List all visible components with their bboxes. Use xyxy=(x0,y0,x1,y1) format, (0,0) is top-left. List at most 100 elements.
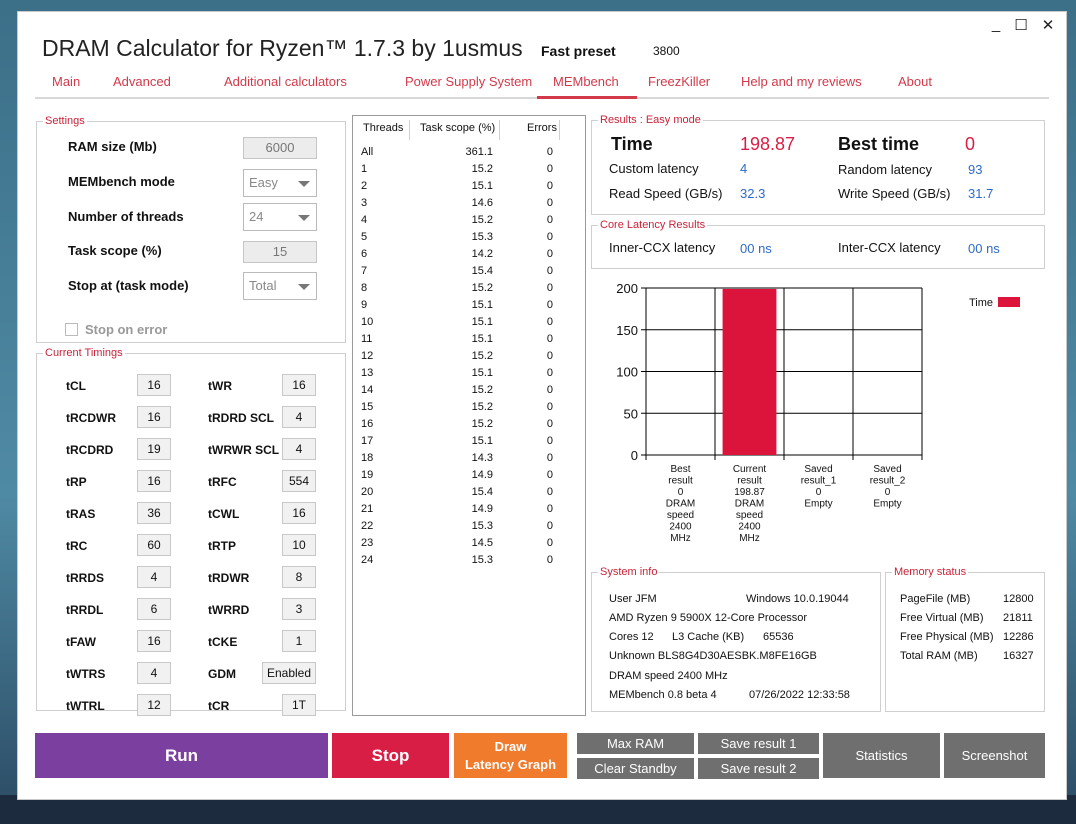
custom-latency-label: Custom latency xyxy=(609,161,699,176)
task-scope-cell: 14.6 xyxy=(471,197,493,209)
clear-standby-button[interactable]: Clear Standby xyxy=(577,758,694,779)
memory-status-value: 16327 xyxy=(1003,650,1034,662)
stop-at-label: Stop at (task mode) xyxy=(68,278,189,293)
memory-status-value: 21811 xyxy=(1003,612,1033,624)
errors-cell: 0 xyxy=(546,163,553,175)
column-separator xyxy=(559,120,560,140)
table-row: All 361.1 0 xyxy=(353,144,587,161)
errors-cell: 0 xyxy=(546,503,553,515)
timing-label: tRP xyxy=(66,475,87,489)
thread-cell: 4 xyxy=(361,214,368,226)
timing-value[interactable]: 36 xyxy=(137,502,171,524)
timing-value[interactable]: 10 xyxy=(282,534,316,556)
tab-advanced[interactable]: Advanced xyxy=(113,74,171,89)
membench-mode-value: Easy xyxy=(249,175,278,190)
timing-value[interactable]: 6 xyxy=(137,598,171,620)
task-scope-input[interactable]: 15 xyxy=(243,241,317,263)
task-scope-cell: 15.1 xyxy=(471,435,493,447)
timing-label: GDM xyxy=(208,667,236,681)
table-row: 15 15.2 0 xyxy=(353,399,587,416)
thread-cell: 6 xyxy=(361,248,368,260)
tab-about[interactable]: About xyxy=(898,74,932,89)
time-value: 198.87 xyxy=(740,134,796,154)
max-ram-button[interactable]: Max RAM xyxy=(577,733,694,754)
timing-label: tFAW xyxy=(66,635,96,649)
tab-main[interactable]: Main xyxy=(52,74,81,89)
timing-value[interactable]: 4 xyxy=(282,438,316,460)
maximize-button[interactable]: ☐ xyxy=(1014,17,1028,34)
run-button[interactable]: Run xyxy=(35,733,328,778)
membench-mode-select[interactable]: Easy xyxy=(243,169,317,197)
stop-at-select[interactable]: Total xyxy=(243,272,317,300)
save-result-1-button[interactable]: Save result 1 xyxy=(698,733,819,754)
timing-value[interactable]: 1 xyxy=(282,630,316,652)
timing-value[interactable]: Enabled xyxy=(262,662,316,684)
timing-value[interactable]: 554 xyxy=(282,470,316,492)
tab-additional-calculators[interactable]: Additional calculators xyxy=(224,74,347,89)
results-group: Results : Easy mode Time 198.87 Best tim… xyxy=(591,114,1045,215)
save-result-2-button[interactable]: Save result 2 xyxy=(698,758,819,779)
task-scope-cell: 14.3 xyxy=(471,452,493,464)
thread-cell: 23 xyxy=(361,537,374,549)
timing-value[interactable]: 16 xyxy=(282,374,316,396)
stop-button[interactable]: Stop xyxy=(332,733,449,778)
task-scope-cell: 14.5 xyxy=(471,537,493,549)
task-scope-cell: 15.1 xyxy=(471,367,493,379)
table-row: 22 15.3 0 xyxy=(353,518,587,535)
thread-cell: 17 xyxy=(361,435,374,447)
table-row: 19 14.9 0 xyxy=(353,467,587,484)
minimize-button[interactable]: _ xyxy=(991,16,1001,33)
timing-value[interactable]: 16 xyxy=(282,502,316,524)
table-row: 2 15.1 0 xyxy=(353,178,587,195)
screenshot-button[interactable]: Screenshot xyxy=(944,733,1045,778)
statistics-button[interactable]: Statistics xyxy=(823,733,940,778)
tab-power-supply-system[interactable]: Power Supply System xyxy=(405,74,533,89)
thread-cell: 3 xyxy=(361,197,368,209)
thread-cell: 9 xyxy=(361,299,368,311)
write-speed-value: 31.7 xyxy=(968,186,994,201)
timing-value[interactable]: 3 xyxy=(282,598,316,620)
timing-value[interactable]: 16 xyxy=(137,630,171,652)
timing-value[interactable]: 4 xyxy=(282,406,316,428)
stop-on-error-checkbox[interactable] xyxy=(65,323,78,336)
task-scope-cell: 15.3 xyxy=(471,554,493,566)
tab-help-and-reviews[interactable]: Help and my reviews xyxy=(741,74,862,89)
y-tick-label: 50 xyxy=(624,406,638,421)
tab-freezkiller[interactable]: FreezKiller xyxy=(648,74,711,89)
draw-latency-graph-button[interactable]: Draw Latency Graph xyxy=(454,733,567,778)
tab-membench[interactable]: MEMbench xyxy=(553,74,619,89)
timing-label: tRFC xyxy=(208,475,237,489)
timings-group: Current Timings tCL 16 tRCDWR 16 tRCDRD 19 tRP… xyxy=(36,347,346,716)
y-tick-label: 0 xyxy=(631,448,638,463)
timing-value[interactable]: 4 xyxy=(137,662,171,684)
table-row: 20 15.4 0 xyxy=(353,484,587,501)
x-tick-label: Saved result_1 0 Empty xyxy=(801,464,837,510)
close-button[interactable]: ✕ xyxy=(1041,17,1055,34)
ram-size-input[interactable]: 6000 xyxy=(243,137,317,159)
errors-cell: 0 xyxy=(546,452,553,464)
user-text: User JFM xyxy=(609,593,657,605)
timing-value[interactable]: 19 xyxy=(137,438,171,460)
timing-value[interactable]: 4 xyxy=(137,566,171,588)
bar xyxy=(722,288,777,455)
table-row: 12 15.2 0 xyxy=(353,348,587,365)
timing-value[interactable]: 16 xyxy=(137,470,171,492)
task-scope-cell: 15.2 xyxy=(471,163,493,175)
task-scope-cell: 15.3 xyxy=(471,520,493,532)
task-scope-cell: 14.9 xyxy=(471,503,493,515)
x-tick-label: Saved result_2 0 Empty xyxy=(870,464,906,510)
timing-label: tRRDL xyxy=(66,603,104,617)
timing-value[interactable]: 16 xyxy=(137,374,171,396)
timing-value[interactable]: 8 xyxy=(282,566,316,588)
x-tick-label: Best result 0 DRAM speed 2400 MHz xyxy=(666,464,695,544)
threads-select[interactable]: 24 xyxy=(243,203,317,231)
timing-value[interactable]: 1T xyxy=(282,694,316,716)
table-row: 10 15.1 0 xyxy=(353,314,587,331)
active-tab-indicator xyxy=(537,96,637,99)
table-row: 16 15.2 0 xyxy=(353,416,587,433)
random-latency-label: Random latency xyxy=(838,162,932,177)
timing-value[interactable]: 60 xyxy=(137,534,171,556)
timing-value[interactable]: 16 xyxy=(137,406,171,428)
errors-cell: 0 xyxy=(546,350,553,362)
timing-value[interactable]: 12 xyxy=(137,694,171,716)
